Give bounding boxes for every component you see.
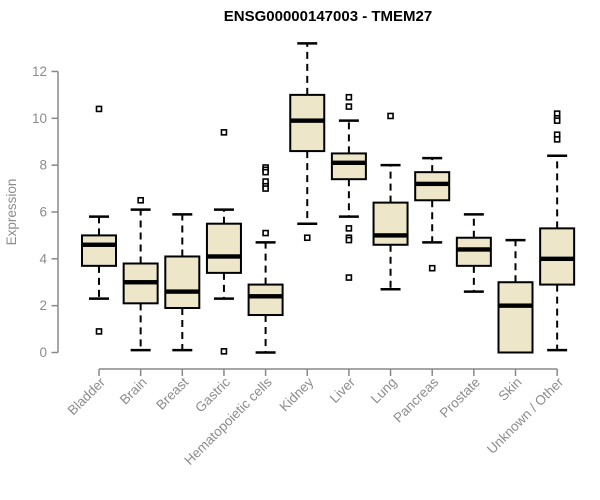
outlier-point — [345, 93, 353, 101]
x-category-label-lung: Lung — [368, 375, 400, 407]
outlier-point — [95, 105, 103, 113]
y-tick-label: 10 — [32, 111, 47, 126]
outlier-point — [220, 129, 228, 136]
iqr-box — [372, 201, 409, 246]
median-line — [248, 294, 283, 299]
y-tick-label: 2 — [39, 298, 47, 313]
outlier-point — [137, 196, 144, 204]
outlier-point — [262, 168, 269, 176]
outlier-point — [428, 264, 436, 272]
iqr-box — [164, 255, 201, 310]
boxplot-breast — [164, 213, 201, 352]
iqr-box — [539, 227, 576, 286]
iqr-box — [289, 93, 326, 153]
y-tick-label: 6 — [39, 204, 47, 219]
boxplot-brain — [122, 196, 159, 352]
median-line — [540, 256, 575, 262]
median-line — [415, 181, 450, 187]
x-category-label-prostate: Prostate — [437, 375, 483, 421]
x-category-label-skin: Skin — [495, 375, 524, 404]
iqr-box — [81, 234, 117, 267]
outlier-point — [345, 236, 353, 244]
outlier-point — [387, 112, 394, 120]
boxplot-bladder — [81, 105, 117, 335]
y-tick-label: 12 — [32, 64, 47, 79]
boxplot-gastric — [205, 129, 242, 355]
iqr-box — [497, 281, 534, 354]
boxplot-pancreas — [414, 156, 451, 272]
x-category-label-gastric: Gastric — [192, 374, 233, 415]
iqr-box — [414, 171, 451, 202]
outlier-point — [262, 185, 269, 192]
outlier-point — [220, 348, 228, 355]
iqr-box — [330, 152, 367, 181]
median-line — [123, 280, 158, 285]
boxplot-skin — [497, 238, 534, 354]
outlier-point — [553, 117, 561, 124]
iqr-box — [455, 236, 492, 267]
outlier-point — [553, 136, 561, 143]
median-line — [290, 118, 325, 123]
x-category-label-kidney: Kidney — [277, 374, 317, 414]
x-category-label-breast: Breast — [153, 374, 191, 412]
chart-title: ENSG00000147003 - TMEM27 — [223, 8, 433, 25]
boxplot-lung — [372, 112, 409, 291]
outlier-point — [95, 328, 103, 335]
x-category-label-pancreas: Pancreas — [390, 374, 441, 425]
y-tick-label: 8 — [39, 158, 47, 173]
y-axis-title: Expression — [4, 179, 19, 246]
median-line — [373, 233, 408, 238]
x-category-label-bladder: Bladder — [65, 374, 109, 418]
x-category-label-brain: Brain — [117, 375, 150, 408]
y-tick-label: 4 — [39, 251, 47, 266]
x-category-label-unknown-other: Unknown / Other — [484, 374, 567, 457]
outlier-point — [345, 274, 353, 281]
y-tick-label: 0 — [39, 345, 47, 360]
median-line — [456, 247, 491, 252]
iqr-box — [205, 222, 242, 274]
outlier-point — [262, 229, 269, 237]
median-line — [331, 160, 366, 165]
outlier-point — [345, 225, 353, 232]
median-line — [165, 289, 200, 294]
boxplot-kidney — [289, 42, 326, 242]
boxplot-prostate — [455, 213, 492, 293]
x-category-label-liver: Liver — [327, 374, 359, 406]
outlier-point — [303, 234, 311, 242]
median-line — [498, 303, 533, 308]
boxplot-liver — [330, 93, 367, 281]
median-line — [82, 242, 116, 247]
boxplot-hematopoietic-cells — [247, 164, 284, 354]
boxplot-unknown-other — [539, 110, 576, 352]
outlier-point — [345, 103, 353, 110]
iqr-box — [247, 283, 284, 317]
median-line — [206, 254, 241, 259]
